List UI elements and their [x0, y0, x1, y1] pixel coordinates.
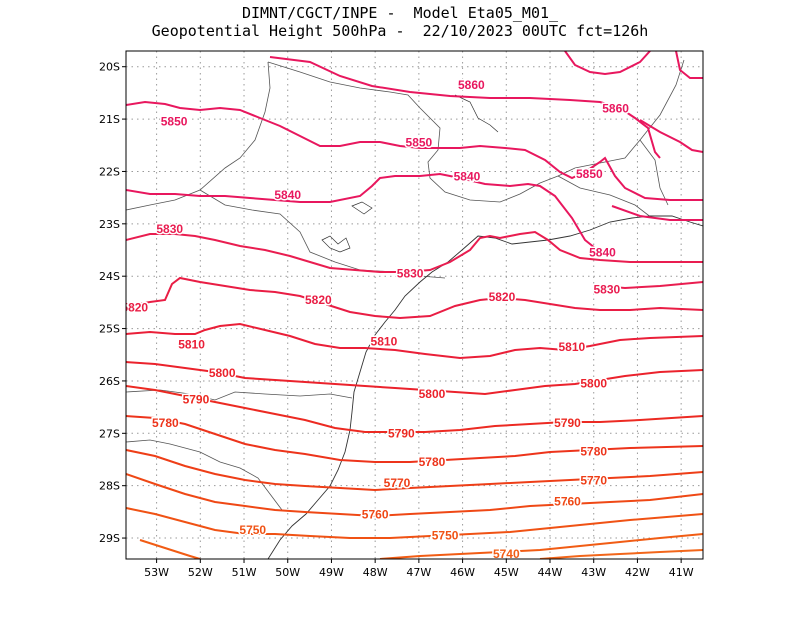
contour-label-5860: 5860 — [602, 102, 629, 116]
contour-label-5820: 5820 — [121, 301, 148, 315]
map-frame — [125, 50, 704, 560]
border-ms-pr — [199, 189, 446, 279]
contour-label-5830: 5830 — [593, 282, 620, 296]
contour-label-5810: 5810 — [371, 335, 398, 349]
contour-label-5760: 5760 — [554, 494, 581, 508]
contour-5840-b — [611, 205, 703, 221]
contour-5860-a — [269, 56, 661, 159]
contour-label-5800: 5800 — [580, 377, 607, 391]
contour-labels: 5860 5860 5850 5850 5850 5840 5840 5840 5830 5830… — [121, 77, 631, 561]
border-rj — [557, 175, 653, 219]
border-sc-rs — [126, 439, 283, 511]
x-tick-label: 43W — [581, 566, 606, 579]
x-tick-label: 47W — [406, 566, 431, 579]
contour-label-5850: 5850 — [576, 167, 603, 181]
contour-label-5800: 5800 — [419, 387, 446, 401]
contour-label-5860: 5860 — [458, 78, 485, 92]
contour-5790-a — [126, 385, 703, 433]
contour-5740-b — [139, 539, 201, 559]
y-axis-ticks: 20S 21S 22S 23S 24S 25S 26S 27S 28S 29S — [99, 61, 126, 545]
x-tick-label: 46W — [450, 566, 475, 579]
y-tick-label: 26S — [99, 375, 120, 388]
contour-5850-b — [639, 119, 703, 153]
x-tick-label: 52W — [188, 566, 213, 579]
y-tick-label: 25S — [99, 323, 120, 336]
y-tick-label: 29S — [99, 532, 120, 545]
contour-lines — [126, 51, 703, 559]
contour-5840-a — [126, 172, 596, 249]
contour-label-5810: 5810 — [178, 337, 205, 351]
x-tick-label: 45W — [494, 566, 519, 579]
border-sp-mg — [267, 61, 559, 203]
contour-5830-b — [599, 281, 703, 290]
y-tick-label: 28S — [99, 480, 120, 493]
contour-label-5740: 5740 — [493, 547, 520, 561]
contour-label-5830: 5830 — [156, 222, 183, 236]
map-title: DIMNT/CGCT/INPE - Model Eta05_M01_ Geopo… — [0, 4, 800, 40]
contour-label-5770: 5770 — [384, 476, 411, 490]
contour-label-5830: 5830 — [397, 267, 424, 281]
contour-label-5810: 5810 — [559, 340, 586, 354]
contour-label-5780: 5780 — [419, 455, 446, 469]
contour-label-5770: 5770 — [580, 473, 607, 487]
contour-label-5800: 5800 — [209, 366, 236, 380]
border-mg-rj-es — [557, 59, 685, 177]
contour-label-5840: 5840 — [589, 246, 616, 260]
contour-5860-c — [675, 51, 703, 79]
x-tick-label: 53W — [144, 566, 169, 579]
title-line-1: DIMNT/CGCT/INPE - Model Eta05_M01_ — [241, 4, 559, 22]
border-pr-sc — [126, 389, 353, 401]
contour-label-5790: 5790 — [183, 392, 210, 406]
contour-label-5850: 5850 — [161, 115, 188, 129]
contour-5820-a — [126, 276, 703, 320]
y-tick-label: 22S — [99, 165, 120, 178]
lakes — [321, 94, 499, 253]
contour-label-5760: 5760 — [362, 507, 389, 521]
contour-5760-a — [126, 473, 703, 518]
contour-label-5780: 5780 — [152, 416, 179, 430]
contour-label-5780: 5780 — [580, 445, 607, 459]
border-parana-sp — [126, 61, 271, 211]
y-tick-label: 27S — [99, 427, 120, 440]
contour-label-5790: 5790 — [554, 416, 581, 430]
contour-label-5820: 5820 — [489, 290, 516, 304]
coastline — [267, 215, 703, 559]
contour-5750-a — [126, 507, 703, 539]
y-tick-label: 24S — [99, 270, 120, 283]
contour-label-5850: 5850 — [406, 136, 433, 150]
contour-5770-a — [126, 449, 703, 492]
contour-5780-a — [126, 415, 703, 463]
x-axis-ticks: 53W 52W 51W 50W 49W 48W 47W 46W 45W 44W 43W 42W 41W — [144, 559, 694, 579]
x-tick-label: 42W — [625, 566, 650, 579]
contour-label-5820: 5820 — [305, 293, 332, 307]
x-tick-label: 50W — [275, 566, 300, 579]
x-tick-label: 49W — [319, 566, 344, 579]
grid-lines — [126, 51, 703, 559]
title-line-2: Geopotential Height 500hPa - 22/10/2023 … — [151, 22, 649, 40]
contour-5810-a — [126, 322, 703, 360]
x-tick-label: 51W — [232, 566, 257, 579]
x-tick-label: 44W — [538, 566, 563, 579]
contour-5830-a — [126, 230, 703, 273]
border-mg-es — [639, 139, 669, 206]
state-borders — [126, 59, 685, 511]
y-tick-label: 23S — [99, 218, 120, 231]
contour-label-5840: 5840 — [274, 188, 301, 202]
contour-label-5840: 5840 — [454, 170, 481, 184]
y-tick-label: 21S — [99, 113, 120, 126]
contour-5730-a — [539, 549, 703, 559]
contour-5740-a — [379, 533, 703, 559]
contour-label-5750: 5750 — [239, 523, 266, 537]
contour-5800-a — [126, 361, 703, 396]
y-tick-label: 20S — [99, 61, 120, 74]
contour-5860-b — [564, 51, 651, 76]
x-tick-label: 41W — [669, 566, 694, 579]
contour-label-5790: 5790 — [388, 426, 415, 440]
x-tick-label: 48W — [363, 566, 388, 579]
contour-5850-a — [126, 100, 703, 201]
contour-label-5750: 5750 — [432, 528, 459, 542]
